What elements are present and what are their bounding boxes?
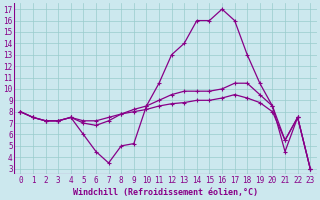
X-axis label: Windchill (Refroidissement éolien,°C): Windchill (Refroidissement éolien,°C) <box>73 188 258 197</box>
